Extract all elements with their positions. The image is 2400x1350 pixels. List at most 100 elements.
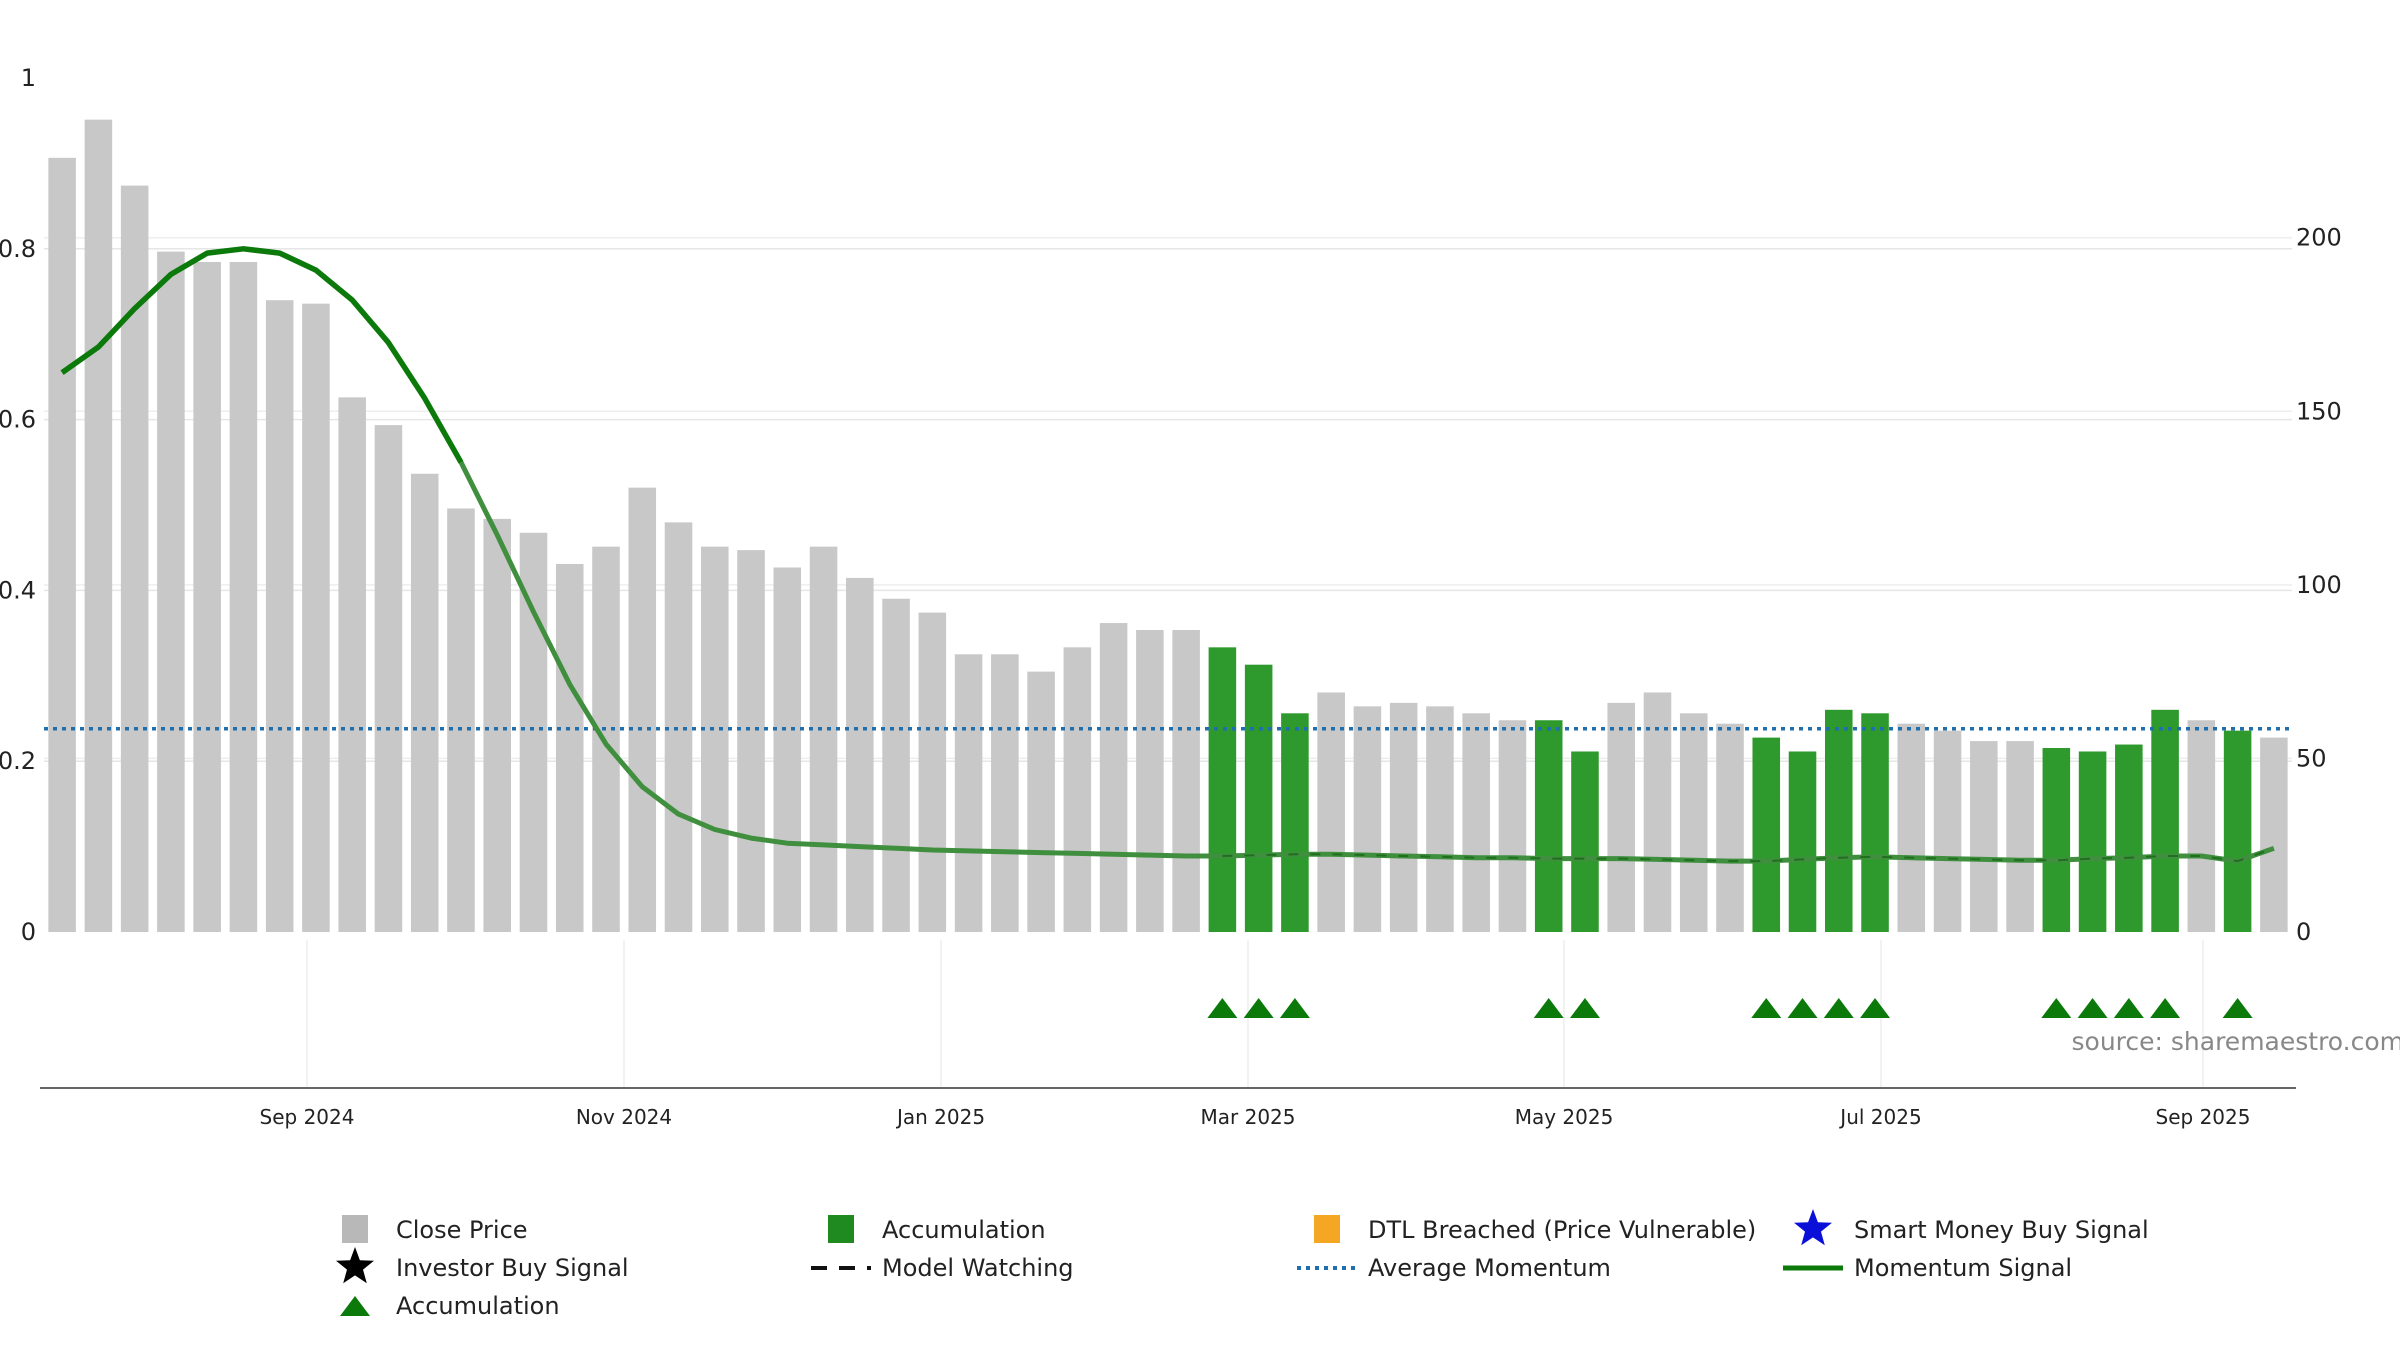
accumulation-triangle-marker bbox=[1533, 998, 1564, 1018]
close-price-bar bbox=[809, 546, 838, 932]
close-price-bar bbox=[918, 612, 947, 932]
close-price-bar bbox=[1498, 720, 1527, 932]
close-price-bar bbox=[2006, 741, 2034, 932]
x-axis-tick-label: Nov 2024 bbox=[576, 1105, 672, 1129]
close-price-bar bbox=[229, 261, 258, 932]
close-price-bar bbox=[846, 577, 874, 932]
close-price-bar bbox=[1099, 623, 1128, 932]
legend-label: Accumulation bbox=[396, 1292, 560, 1320]
chart-legend: Close Price Accumulation DTL Breached (Pri… bbox=[336, 1209, 2149, 1320]
left-axis-tick-label: 0 bbox=[21, 918, 36, 946]
close-price-bar bbox=[1172, 629, 1200, 932]
close-price-bar bbox=[737, 550, 765, 932]
close-price-bar bbox=[2187, 720, 2216, 932]
close-price-bar bbox=[1136, 629, 1164, 932]
x-axis-tick-label: May 2025 bbox=[1515, 1105, 1614, 1129]
close-price-bar bbox=[1063, 647, 1092, 932]
close-price-bar bbox=[1462, 713, 1490, 932]
close-price-bar bbox=[1716, 723, 1744, 932]
accumulation-triangle-marker bbox=[2222, 998, 2253, 1018]
x-axis-tick-label: Jan 2025 bbox=[895, 1105, 985, 1129]
legend-label: DTL Breached (Price Vulnerable) bbox=[1368, 1216, 1756, 1244]
close-price-bar bbox=[374, 425, 403, 932]
close-price-bar bbox=[991, 654, 1019, 932]
accumulation-triangle-marker bbox=[1751, 998, 1782, 1018]
close-price-bar bbox=[954, 654, 983, 932]
close-price-bar bbox=[773, 567, 802, 932]
close-price-bar bbox=[447, 508, 475, 932]
legend-close-price-swatch bbox=[342, 1215, 368, 1243]
accumulation-triangle-marker bbox=[2077, 998, 2108, 1018]
accumulation-bar bbox=[1571, 751, 1599, 932]
legend-blue-star-icon bbox=[1794, 1209, 1832, 1246]
right-axis-tick-label: 100 bbox=[2296, 571, 2342, 599]
right-axis-tick-label: 0 bbox=[2296, 918, 2311, 946]
accumulation-triangle-marker bbox=[1279, 998, 1310, 1018]
x-axis-tick-label: Jul 2025 bbox=[1838, 1105, 1921, 1129]
axes: 0 0.2 0.4 0.6 0.8 1 0 50 100 150 200 Sep 2024 Nov 20… bbox=[0, 64, 2342, 1129]
close-price-bar bbox=[1389, 702, 1418, 932]
close-price-bar bbox=[265, 300, 294, 933]
close-price-bar bbox=[1933, 730, 1962, 932]
accumulation-bar bbox=[1824, 709, 1853, 932]
close-price-bar bbox=[302, 303, 330, 933]
legend-label: Average Momentum bbox=[1368, 1254, 1611, 1282]
legend-label: Investor Buy Signal bbox=[396, 1254, 629, 1282]
accumulation-bar bbox=[2078, 751, 2107, 932]
accumulation-bar bbox=[1244, 664, 1273, 932]
momentum-signal-line-highlight bbox=[60, 246, 464, 464]
left-axis-tick-label: 0.6 bbox=[0, 406, 36, 434]
close-price-bars bbox=[48, 119, 2288, 933]
accumulation-triangle-marker bbox=[2150, 998, 2181, 1018]
accumulation-triangle-marker bbox=[2041, 998, 2072, 1018]
legend-label: Close Price bbox=[396, 1216, 528, 1244]
legend-label: Model Watching bbox=[882, 1254, 1074, 1282]
close-price-bar bbox=[48, 157, 76, 933]
legend-triangle-icon bbox=[340, 1296, 370, 1316]
close-price-bar bbox=[1027, 671, 1055, 932]
close-price-bar bbox=[1426, 706, 1454, 932]
x-axis-tick-label: Mar 2025 bbox=[1201, 1105, 1296, 1129]
accumulation-bar bbox=[1208, 647, 1237, 932]
right-axis-tick-label: 50 bbox=[2296, 744, 2327, 772]
close-price-bar bbox=[193, 261, 221, 932]
legend-label: Momentum Signal bbox=[1854, 1254, 2072, 1282]
close-price-bar bbox=[1317, 692, 1345, 932]
close-price-bar bbox=[1970, 741, 1998, 932]
close-price-bar bbox=[1607, 702, 1636, 932]
left-axis-tick-label: 0.4 bbox=[0, 576, 36, 604]
close-price-bar bbox=[1643, 692, 1672, 932]
accumulation-triangle-marker bbox=[1823, 998, 1854, 1018]
close-price-bar bbox=[157, 251, 185, 932]
left-axis-tick-label: 0.2 bbox=[0, 747, 36, 775]
accumulation-bar bbox=[1752, 737, 1781, 932]
right-axis-tick-label: 150 bbox=[2296, 397, 2342, 425]
x-axis-tick-label: Sep 2024 bbox=[260, 1105, 355, 1129]
legend-accumulation-swatch bbox=[828, 1215, 854, 1243]
accumulation-triangle-marker bbox=[1860, 998, 1891, 1018]
accumulation-bar bbox=[1534, 720, 1563, 932]
close-price-bar bbox=[338, 397, 366, 933]
legend-black-star-icon bbox=[336, 1247, 374, 1284]
right-axis-tick-label: 200 bbox=[2296, 224, 2342, 252]
close-price-bar bbox=[555, 564, 584, 932]
accumulation-triangle-marker bbox=[1569, 998, 1600, 1018]
close-price-bar bbox=[483, 518, 512, 932]
close-price-bar bbox=[2260, 737, 2288, 932]
close-price-bar bbox=[1353, 706, 1382, 932]
accumulation-triangle-marker bbox=[1787, 998, 1818, 1018]
x-axis-tick-label: Sep 2025 bbox=[2156, 1105, 2251, 1129]
close-price-bar bbox=[882, 598, 910, 932]
accumulation-markers bbox=[1207, 998, 2253, 1018]
accumulation-triangle-marker bbox=[1207, 998, 1238, 1018]
close-price-bar bbox=[519, 532, 548, 932]
accumulation-bar bbox=[1788, 751, 1817, 932]
legend-label: Accumulation bbox=[882, 1216, 1046, 1244]
close-price-bar bbox=[84, 119, 113, 932]
accumulation-triangle-marker bbox=[1243, 998, 1274, 1018]
close-price-bar bbox=[410, 473, 439, 932]
accumulation-bar bbox=[2042, 748, 2071, 932]
accumulation-bar bbox=[2151, 709, 2179, 932]
close-price-bar bbox=[1679, 713, 1708, 932]
